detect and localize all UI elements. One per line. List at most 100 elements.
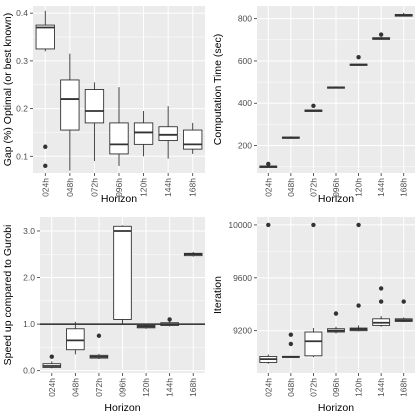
- x-tick-label: 048h: [286, 178, 296, 197]
- x-tick-label: 024h: [263, 178, 273, 197]
- x-axis-title: Horizon: [318, 193, 354, 205]
- outlier-point: [49, 354, 54, 359]
- x-tick-label: 168h: [399, 378, 409, 397]
- y-tick-label: 0.3: [16, 56, 28, 66]
- x-tick-label: 144h: [165, 378, 175, 397]
- outlier-point: [43, 163, 48, 169]
- x-axis-title: Horizon: [101, 193, 137, 205]
- outlier-point: [356, 303, 361, 308]
- y-tick-label: 0.4: [16, 8, 28, 18]
- y-axis-title: Speed up compared to Gurobi: [2, 225, 14, 366]
- box: [113, 225, 132, 325]
- x-tick-label: 120h: [139, 178, 149, 197]
- x-tick-label: 144h: [376, 178, 386, 197]
- x-tick-label: 072h: [308, 178, 318, 197]
- outlier-point: [288, 341, 294, 347]
- box: [160, 317, 179, 327]
- x-tick-label: 048h: [65, 178, 75, 197]
- box-body: [35, 24, 55, 50]
- y-tick-label: 200: [238, 141, 252, 151]
- x-tick-label: 048h: [70, 378, 80, 397]
- x-tick-label: 096h: [118, 378, 128, 397]
- x-tick-label: 072h: [89, 178, 99, 197]
- y-tick-label: 9200: [233, 326, 252, 336]
- outlier-point: [378, 286, 384, 291]
- x-tick-label: 120h: [354, 178, 364, 197]
- outlier-point: [167, 317, 172, 322]
- x-tick-label: 072h: [94, 378, 104, 397]
- box: [304, 103, 323, 112]
- box: [89, 333, 109, 360]
- box: [372, 286, 391, 327]
- x-tick-label: 096h: [114, 178, 124, 197]
- x-tick-label: 024h: [47, 378, 57, 397]
- box: [394, 299, 413, 323]
- outlier-point: [356, 54, 361, 60]
- box: [304, 222, 323, 358]
- box-body: [84, 89, 105, 124]
- outlier-point: [96, 333, 102, 338]
- outlier-point: [333, 311, 339, 316]
- box: [281, 332, 300, 358]
- box: [60, 53, 80, 171]
- box: [259, 161, 278, 168]
- box: [66, 321, 85, 355]
- box: [372, 32, 391, 40]
- x-tick-label: 096h: [331, 178, 341, 197]
- box: [133, 110, 154, 157]
- box-body: [109, 122, 129, 155]
- x-tick-label: 048h: [286, 378, 296, 397]
- box-body: [113, 225, 132, 320]
- x-tick-label: 168h: [188, 178, 198, 197]
- box-body: [60, 79, 80, 131]
- x-tick-label: 024h: [40, 178, 50, 197]
- box: [327, 86, 345, 89]
- x-tick-label: 024h: [263, 378, 273, 397]
- y-tick-label: 600: [238, 56, 252, 66]
- y-axis-title: Gap (%) Optimal (or best known): [2, 13, 14, 166]
- outlier-point: [401, 299, 406, 304]
- outlier-point: [356, 222, 361, 228]
- y-tick-label: 0.1: [16, 151, 28, 161]
- chart-panel: 0.0 1.0 2.0 3.0 024h 048h 072h 096h 120h 144h 168h…: [2, 217, 205, 414]
- outlier-point: [266, 161, 271, 167]
- box: [349, 222, 368, 332]
- outlier-point: [311, 222, 316, 228]
- box: [183, 251, 203, 257]
- outlier-point: [288, 332, 294, 337]
- y-tick-label: 400: [238, 98, 252, 108]
- box-body: [183, 129, 203, 150]
- x-tick-label: 168h: [188, 378, 198, 397]
- y-axis-title: Iteration: [212, 276, 224, 314]
- x-tick-label: 144h: [163, 178, 173, 197]
- box: [42, 354, 62, 369]
- outlier-point: [43, 144, 48, 149]
- box: [136, 324, 156, 329]
- y-tick-label: 800: [238, 14, 252, 24]
- x-tick-label: 168h: [399, 178, 409, 197]
- x-tick-label: 096h: [331, 378, 341, 397]
- box-body: [158, 126, 178, 142]
- outlier-point: [378, 32, 384, 37]
- y-tick-label: 10000: [228, 220, 252, 230]
- chart-panel: 200 400 600 800 024h 048h 072h 096h 120h 144h 168h…: [212, 6, 415, 205]
- y-axis-title: Computation Time (sec): [212, 34, 224, 145]
- x-tick-label: 120h: [141, 378, 151, 397]
- box-body: [66, 328, 85, 351]
- y-tick-label: 1.0: [23, 319, 35, 329]
- x-tick-label: 072h: [308, 378, 318, 397]
- box: [259, 222, 278, 364]
- box-body: [304, 331, 323, 357]
- box: [349, 54, 368, 66]
- outlier-point: [266, 222, 271, 228]
- y-tick-label: 9600: [233, 273, 252, 283]
- box: [281, 136, 300, 139]
- box: [84, 82, 105, 162]
- y-tick-label: 2.0: [23, 273, 35, 283]
- outlier-point: [378, 299, 384, 304]
- x-axis-title: Horizon: [104, 402, 140, 414]
- box: [327, 311, 345, 334]
- box: [158, 106, 178, 159]
- box: [183, 122, 203, 154]
